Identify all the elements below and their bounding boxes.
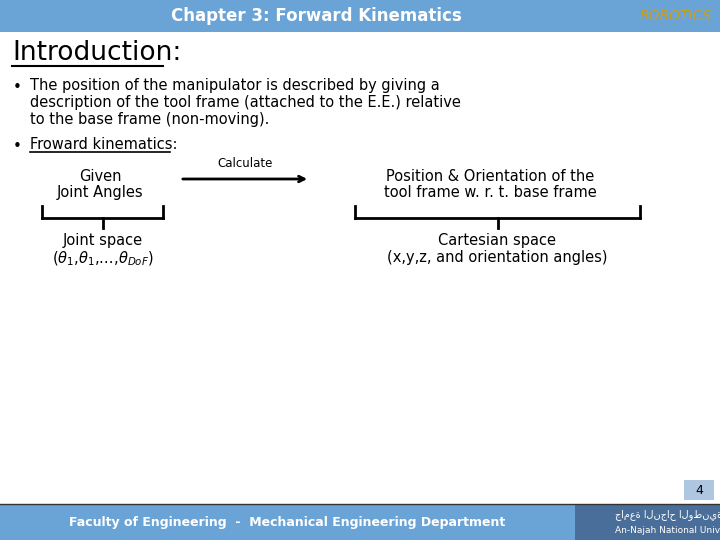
Bar bbox=[0, 505, 575, 540]
Text: description of the tool frame (attached to the E.E.) relative: description of the tool frame (attached … bbox=[30, 95, 461, 110]
Text: Faculty of Engineering  -  Mechanical Engineering Department: Faculty of Engineering - Mechanical Engi… bbox=[69, 516, 505, 529]
Text: Given: Given bbox=[78, 169, 121, 184]
Bar bbox=[684, 480, 714, 500]
Bar bbox=[575, 505, 720, 540]
Text: Chapter 3: Forward Kinematics: Chapter 3: Forward Kinematics bbox=[171, 7, 462, 25]
Text: Joint Angles: Joint Angles bbox=[57, 185, 143, 200]
Text: Introduction:: Introduction: bbox=[12, 40, 181, 66]
Text: Cartesian space: Cartesian space bbox=[438, 233, 557, 248]
Text: ROBOTICS: ROBOTICS bbox=[640, 9, 712, 23]
Text: The position of the manipulator is described by giving a: The position of the manipulator is descr… bbox=[30, 78, 440, 93]
Text: جامعة النجاح الوطنية: جامعة النجاح الوطنية bbox=[615, 509, 720, 520]
Text: Froward kinematics:: Froward kinematics: bbox=[30, 137, 178, 152]
Text: •: • bbox=[13, 80, 22, 95]
Text: Position & Orientation of the: Position & Orientation of the bbox=[386, 169, 594, 184]
Text: 4: 4 bbox=[695, 483, 703, 496]
Text: ($\theta_1$,$\theta_1$,$\ldots$,$\theta_{DoF}$): ($\theta_1$,$\theta_1$,$\ldots$,$\theta_… bbox=[52, 250, 153, 268]
Text: An-Najah National University: An-Najah National University bbox=[615, 526, 720, 535]
Text: to the base frame (non-moving).: to the base frame (non-moving). bbox=[30, 112, 269, 127]
Bar bbox=[0, 32, 720, 505]
Text: Joint space: Joint space bbox=[63, 233, 143, 248]
Bar bbox=[0, 0, 720, 32]
Text: tool frame w. r. t. base frame: tool frame w. r. t. base frame bbox=[384, 185, 596, 200]
Text: •: • bbox=[13, 139, 22, 154]
Text: Calculate: Calculate bbox=[217, 157, 273, 170]
Text: (x,y,z, and orientation angles): (x,y,z, and orientation angles) bbox=[387, 250, 608, 265]
